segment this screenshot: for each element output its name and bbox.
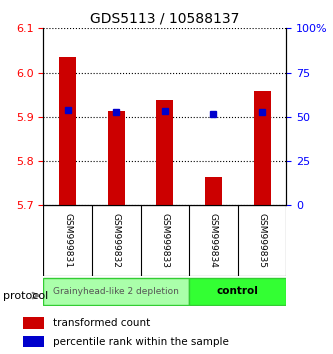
Text: GSM999834: GSM999834 — [209, 213, 218, 268]
FancyBboxPatch shape — [43, 278, 189, 305]
Text: Grainyhead-like 2 depletion: Grainyhead-like 2 depletion — [53, 287, 179, 296]
Text: GSM999832: GSM999832 — [112, 213, 121, 268]
Text: GSM999833: GSM999833 — [160, 213, 169, 268]
Text: GSM999831: GSM999831 — [63, 213, 72, 268]
Bar — [23, 336, 44, 347]
Bar — [205, 177, 222, 205]
Bar — [156, 101, 173, 205]
Bar — [59, 57, 76, 205]
Bar — [108, 111, 125, 205]
Text: percentile rank within the sample: percentile rank within the sample — [53, 337, 228, 347]
Title: GDS5113 / 10588137: GDS5113 / 10588137 — [90, 12, 239, 26]
Text: transformed count: transformed count — [53, 318, 150, 328]
Text: GSM999835: GSM999835 — [257, 213, 267, 268]
Bar — [253, 91, 271, 205]
Text: control: control — [217, 286, 259, 296]
FancyBboxPatch shape — [189, 278, 286, 305]
Bar — [23, 317, 44, 329]
Text: protocol: protocol — [3, 291, 49, 301]
